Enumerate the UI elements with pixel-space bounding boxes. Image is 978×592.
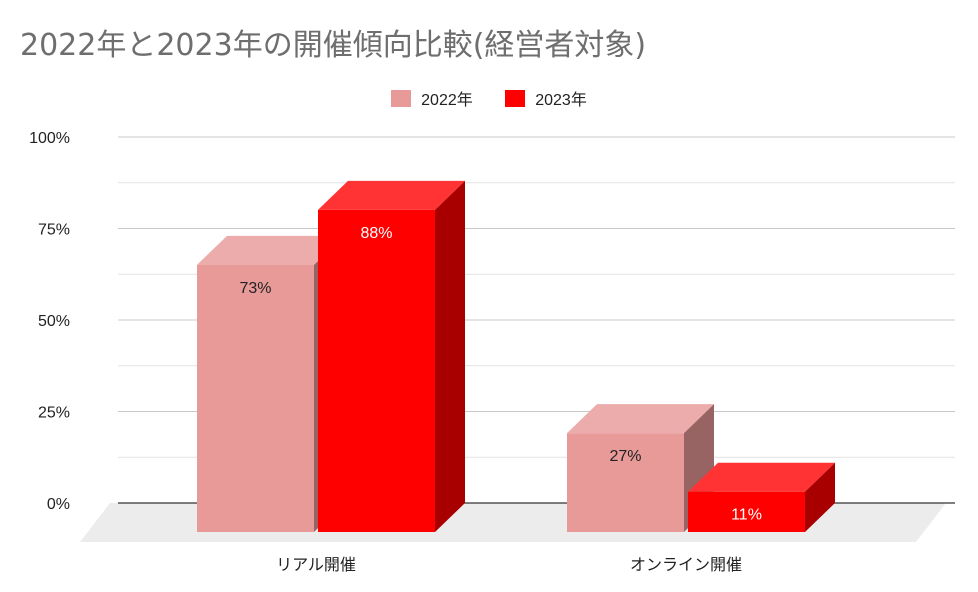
chart-title: 2022年と2023年の開催傾向比較(経営者対象) [20, 28, 647, 63]
bar-side [805, 462, 835, 532]
bar-top [318, 180, 465, 210]
x-category-label: リアル開催 [276, 556, 356, 574]
bar-side [435, 180, 465, 533]
legend-label-2023: 2023年 [535, 92, 587, 109]
bar-top [567, 404, 714, 434]
legend-swatch-2022 [391, 89, 412, 107]
bar-front [688, 491, 805, 532]
data-label: 73% [239, 280, 271, 297]
bar-top [688, 462, 835, 492]
bar-front [567, 433, 684, 532]
legend-item-2022[interactable]: 2022年 [391, 86, 473, 110]
y-tick-label: 75% [38, 222, 70, 239]
chart-legend: 2022年 2023年 [0, 86, 978, 112]
legend-swatch-2023 [505, 89, 526, 107]
data-label: 11% [731, 507, 762, 524]
bar-top [197, 235, 344, 265]
bar-front [197, 264, 314, 532]
y-tick-label: 0% [47, 496, 70, 513]
y-tick-label: 25% [38, 405, 70, 422]
data-label: 88% [360, 225, 392, 242]
y-tick-label: 100% [29, 130, 70, 147]
y-tick-label: 50% [38, 313, 70, 330]
bar-front [318, 209, 435, 533]
x-category-label: オンライン開催 [630, 556, 742, 574]
data-label: 27% [609, 448, 641, 465]
legend-item-2023[interactable]: 2023年 [505, 86, 587, 110]
legend-label-2022: 2022年 [421, 92, 473, 109]
